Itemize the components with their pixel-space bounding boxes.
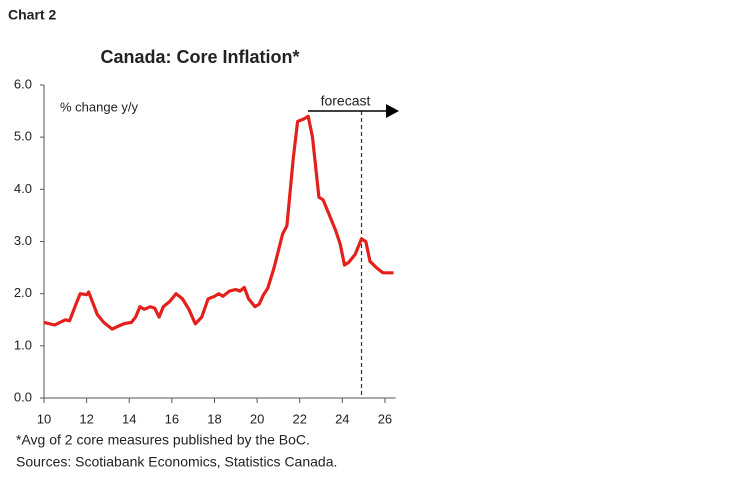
y-tick-label: 6.0	[14, 76, 32, 91]
y-tick-label: 3.0	[14, 233, 32, 248]
forecast-label: forecast	[321, 93, 371, 109]
y-tick-label: 2.0	[14, 285, 32, 300]
footnote: *Avg of 2 core measures published by the…	[16, 432, 310, 448]
x-tick-label: 26	[378, 411, 392, 426]
x-tick-label: 14	[122, 411, 136, 426]
y-tick-label: 0.0	[14, 389, 32, 404]
forecast-arrowhead	[386, 104, 399, 118]
x-tick-label: 22	[292, 411, 306, 426]
x-tick-label: 10	[37, 411, 51, 426]
footnote: Sources: Scotiabank Economics, Statistic…	[16, 454, 337, 470]
x-tick-label: 24	[335, 411, 349, 426]
y-tick-label: 4.0	[14, 181, 32, 196]
x-tick-label: 18	[207, 411, 221, 426]
x-tick-label: 12	[79, 411, 93, 426]
series-line	[43, 114, 394, 331]
x-tick-label: 16	[165, 411, 179, 426]
y-axis-label: % change y/y	[60, 99, 139, 114]
x-tick-label: 20	[250, 411, 264, 426]
y-tick-label: 1.0	[14, 337, 32, 352]
y-tick-label: 5.0	[14, 129, 32, 144]
chart-title: Canada: Core Inflation*	[100, 47, 299, 67]
chart-label: Chart 2	[8, 7, 56, 23]
